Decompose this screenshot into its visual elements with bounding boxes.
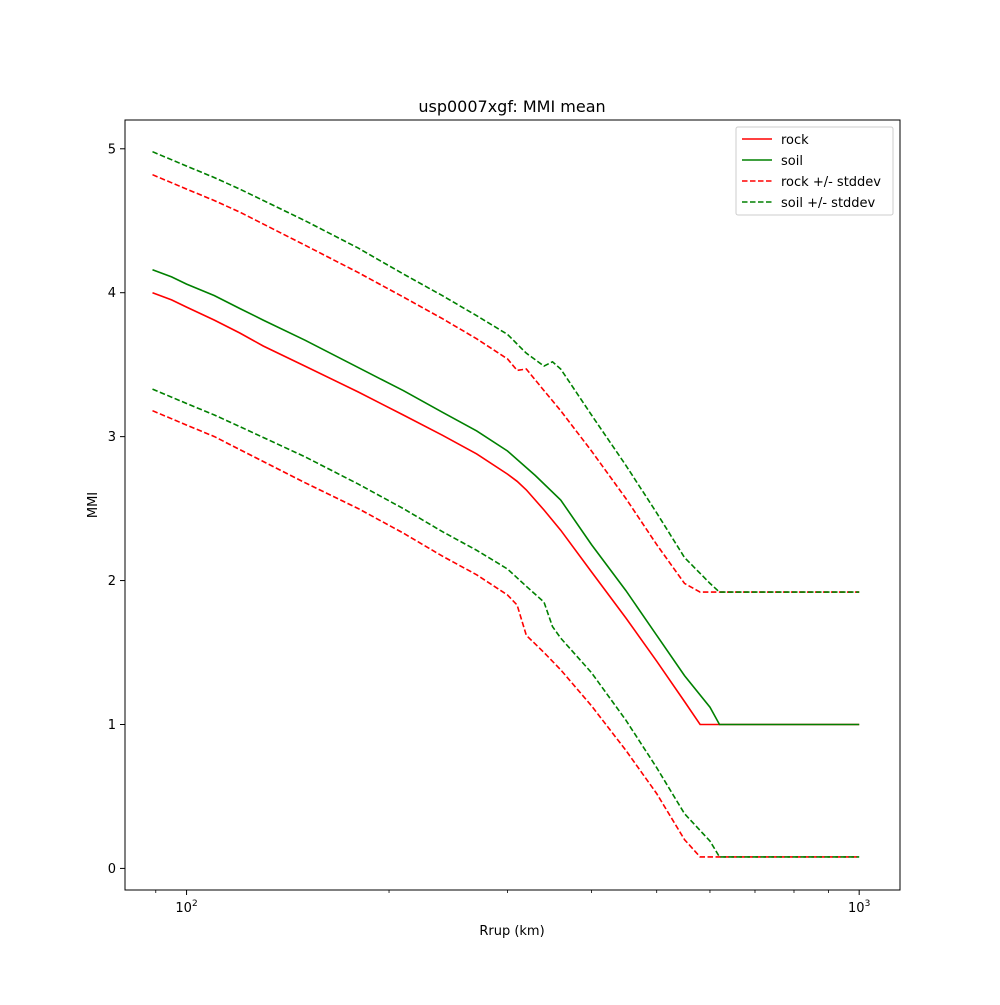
y-axis-label: MMI <box>86 492 101 518</box>
legend-label-rock: rock <box>781 133 809 148</box>
y-tick-label: 1 <box>108 718 116 733</box>
x-axis-label: Rrup (km) <box>479 924 544 939</box>
legend-label-rock-stddev: rock +/- stddev <box>781 175 881 190</box>
y-tick-label: 4 <box>108 286 116 301</box>
y-tick-label: 0 <box>108 862 116 877</box>
series-line-soil-stddev-lower-5 <box>152 388 860 858</box>
legend: rock soil rock +/- stddev soil +/- stddev <box>735 126 894 216</box>
legend-label-soil: soil <box>781 154 803 169</box>
series-line-soil-stddev-4 <box>152 150 860 593</box>
y-tick-label: 2 <box>108 574 116 589</box>
series-line-soil-1 <box>152 268 860 726</box>
series-layer <box>152 150 860 858</box>
chart-title: usp0007xgf: MMI mean <box>418 97 605 116</box>
y-tick-label: 3 <box>108 430 116 445</box>
plot-frame <box>124 119 901 891</box>
legend-label-soil-stddev: soil +/- stddev <box>781 196 876 211</box>
legend-box <box>735 126 894 216</box>
y-tick-label: 5 <box>108 142 116 157</box>
